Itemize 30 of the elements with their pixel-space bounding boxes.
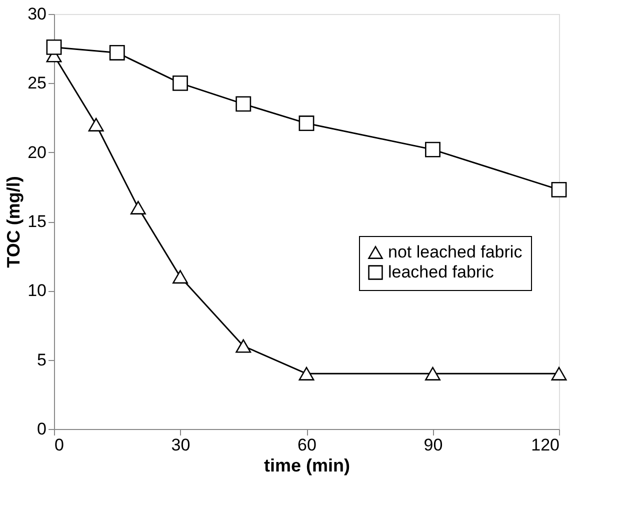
legend-label: not leached fabric <box>388 242 523 262</box>
point <box>172 270 188 284</box>
point <box>425 142 440 158</box>
y-tick-label: 0 <box>37 420 46 438</box>
point <box>130 200 146 214</box>
legend-label: leached fabric <box>388 262 494 282</box>
y-tick-label: 20 <box>28 142 46 162</box>
y-axis-title: TOC (mg/l) <box>4 176 24 268</box>
point <box>298 366 314 380</box>
x-tick-label: 30 <box>171 436 190 454</box>
point <box>46 39 62 55</box>
y-tick-label: 30 <box>28 4 46 24</box>
x-tick-label: 90 <box>424 436 443 454</box>
point <box>298 116 314 132</box>
y-tick-label: 15 <box>28 212 46 231</box>
x-tick-label: 120 <box>531 436 560 454</box>
x-tick-label: 60 <box>298 436 316 454</box>
point <box>425 366 440 380</box>
x-tick-label: 0 <box>54 436 64 454</box>
x-axis-title: time (min) <box>264 456 350 476</box>
y-tick-label: 10 <box>28 281 46 300</box>
y-tick-label: 25 <box>28 74 46 93</box>
point <box>236 339 252 353</box>
point <box>551 182 567 198</box>
point <box>551 366 567 380</box>
point <box>172 75 188 91</box>
point <box>109 45 125 60</box>
point <box>236 96 252 112</box>
y-tick-label: 5 <box>37 350 46 370</box>
point <box>88 118 104 132</box>
